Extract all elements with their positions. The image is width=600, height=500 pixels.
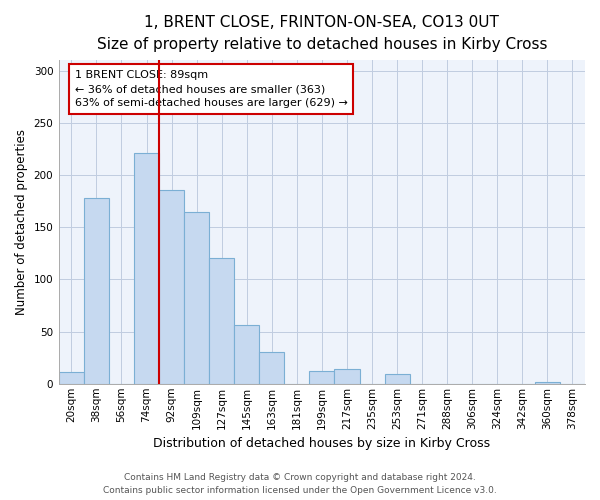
Text: 1 BRENT CLOSE: 89sqm
← 36% of detached houses are smaller (363)
63% of semi-deta: 1 BRENT CLOSE: 89sqm ← 36% of detached h…: [74, 70, 347, 108]
Bar: [184, 212, 209, 384]
Bar: [159, 190, 184, 384]
Title: 1, BRENT CLOSE, FRINTON-ON-SEA, CO13 0UT
Size of property relative to detached h: 1, BRENT CLOSE, FRINTON-ON-SEA, CO13 0UT…: [97, 15, 547, 52]
Bar: [134, 153, 159, 384]
Bar: [385, 374, 410, 384]
Bar: [59, 372, 84, 384]
Text: Contains HM Land Registry data © Crown copyright and database right 2024.
Contai: Contains HM Land Registry data © Crown c…: [103, 474, 497, 495]
Y-axis label: Number of detached properties: Number of detached properties: [15, 129, 28, 315]
Bar: [234, 326, 259, 384]
Bar: [535, 382, 560, 384]
X-axis label: Distribution of detached houses by size in Kirby Cross: Distribution of detached houses by size …: [154, 437, 490, 450]
Bar: [259, 352, 284, 384]
Bar: [334, 369, 359, 384]
Bar: [84, 198, 109, 384]
Bar: [209, 258, 234, 384]
Bar: [310, 371, 334, 384]
